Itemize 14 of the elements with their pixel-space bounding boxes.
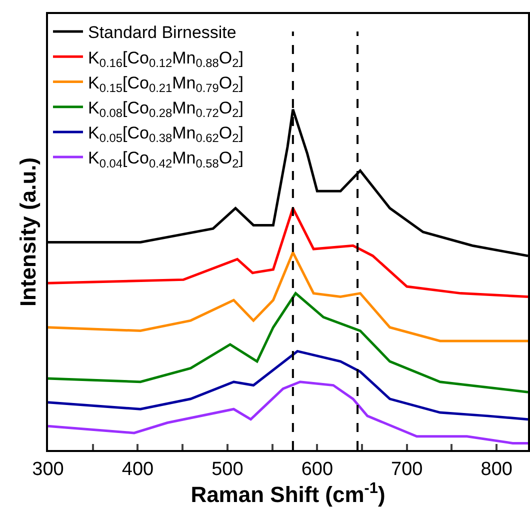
x-tick-label: 500 — [212, 458, 244, 480]
text: K$_{0.08}$[Co$_{0.28}$Mn$_{0.72}$O$_{2}$] — [88, 98, 244, 120]
text: K$_{0.16}$[Co$_{0.12}$Mn$_{0.88}$O$_{2}$] — [88, 48, 244, 70]
text: K$_{0.04}$[Co$_{0.42}$Mn$_{0.58}$O$_{2}$] — [88, 148, 244, 170]
x-tick-label: 700 — [391, 458, 423, 480]
x-axis-title: Raman Shift (cm$^{-1}$) — [190, 480, 386, 508]
x-tick-label: 600 — [301, 458, 334, 480]
text: K$_{0.05}$[Co$_{0.38}$Mn$_{0.62}$O$_{2}$] — [88, 124, 244, 146]
text: K$_{0.15}$[Co$_{0.21}$Mn$_{0.79}$O$_{2}$] — [88, 73, 244, 95]
x-tick-label: 300 — [32, 458, 64, 480]
y-axis-title: Intensity (a.u.) — [15, 157, 40, 307]
x-tick-label: 800 — [480, 458, 512, 480]
x-tick-label: 400 — [122, 458, 154, 480]
legend-label: Standard Birnessite — [88, 23, 236, 42]
